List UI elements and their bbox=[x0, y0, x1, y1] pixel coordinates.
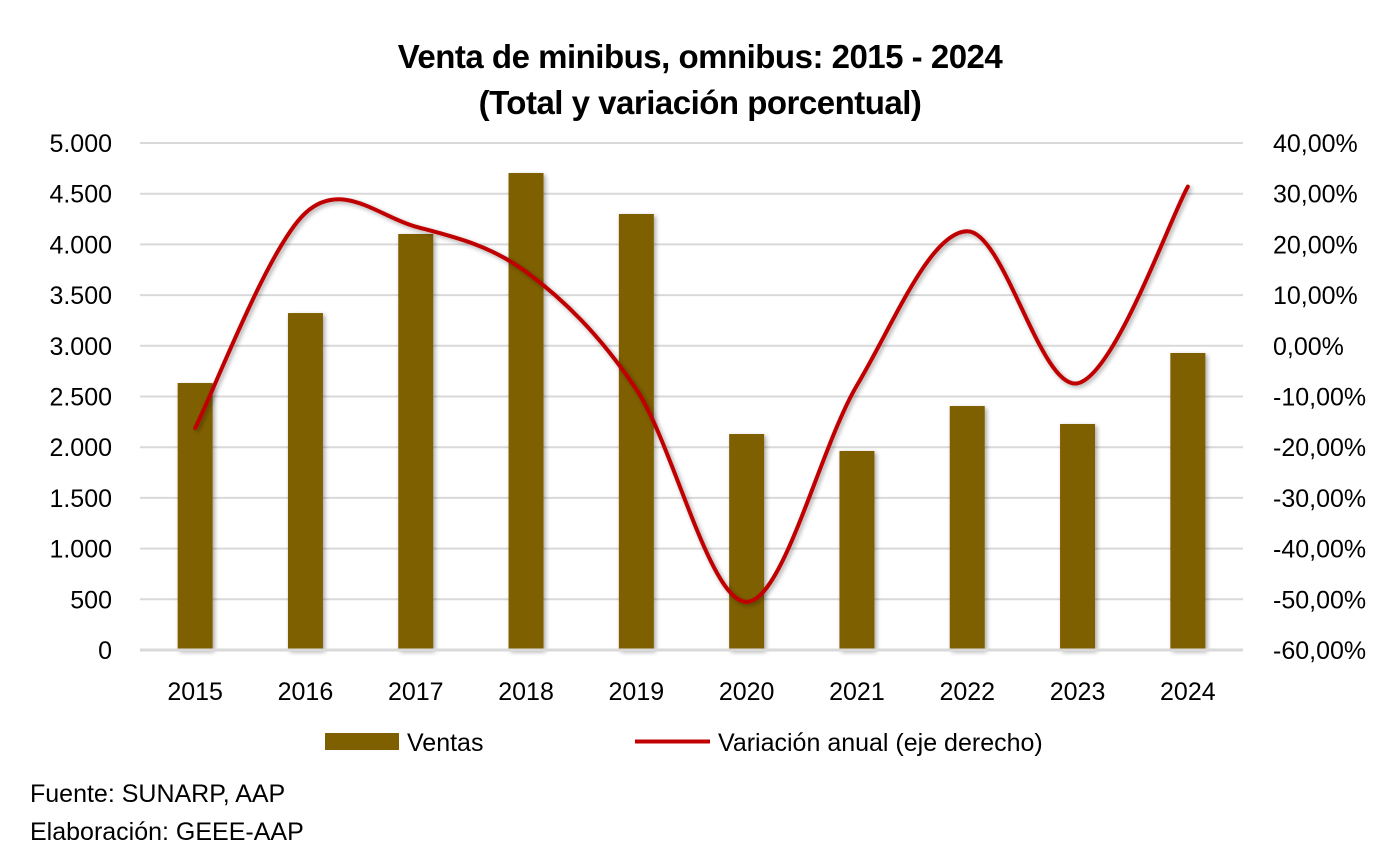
y-left-tick-label: 4.500 bbox=[49, 181, 112, 209]
x-axis: 2015 2016 2017 2018 2019 2020 2021 2022 2023 2024 bbox=[140, 648, 1243, 706]
x-tick-label: 2024 bbox=[1160, 678, 1216, 706]
bar-2016 bbox=[287, 313, 323, 650]
y-left-tick-label: 3.500 bbox=[49, 282, 112, 310]
y-left-tick-label: 3.000 bbox=[49, 333, 112, 361]
bar-series-ventas bbox=[177, 173, 1206, 651]
y-axis-left: 0 500 1.000 1.500 2.000 2.500 3.000 3.500 4.000 4… bbox=[49, 130, 112, 665]
y-right-tick-label: -10,00% bbox=[1273, 384, 1366, 412]
y-right-tick-label: -20,00% bbox=[1273, 434, 1366, 462]
bar-2024 bbox=[1170, 352, 1206, 650]
y-right-tick-label: 0,00% bbox=[1273, 333, 1344, 361]
y-axis-right: -60,00% -50,00% -40,00% -30,00% -20,00% -10,0… bbox=[1273, 130, 1366, 665]
source-note: Fuente: SUNARP, AAP bbox=[30, 780, 286, 808]
y-left-tick-label: 1.500 bbox=[49, 485, 112, 513]
y-left-tick-label: 0 bbox=[98, 637, 112, 665]
x-tick-label: 2015 bbox=[167, 678, 223, 706]
x-tick-label: 2021 bbox=[829, 678, 885, 706]
y-right-tick-label: 30,00% bbox=[1273, 181, 1358, 209]
y-left-tick-label: 2.000 bbox=[49, 434, 112, 462]
y-left-tick-label: 500 bbox=[70, 586, 112, 614]
legend-swatch-ventas bbox=[325, 733, 399, 750]
x-tick-label: 2019 bbox=[609, 678, 665, 706]
x-tick-label: 2018 bbox=[498, 678, 554, 706]
y-right-tick-label: -50,00% bbox=[1273, 586, 1366, 614]
legend-label-ventas: Ventas bbox=[407, 729, 483, 757]
legend: Ventas Variación anual (eje derecho) bbox=[325, 729, 1043, 757]
x-tick-label: 2016 bbox=[278, 678, 334, 706]
y-left-tick-label: 4.000 bbox=[49, 231, 112, 259]
gridlines bbox=[140, 142, 1243, 601]
bar-2015 bbox=[177, 383, 213, 650]
x-tick-label: 2022 bbox=[939, 678, 995, 706]
y-right-tick-label: -30,00% bbox=[1273, 485, 1366, 513]
chart-title: Venta de minibus, omnibus: 2015 - 2024 bbox=[397, 38, 1003, 75]
bar-2022 bbox=[949, 406, 985, 650]
y-right-tick-label: -60,00% bbox=[1273, 637, 1366, 665]
chart-subtitle: (Total y variación porcentual) bbox=[478, 84, 922, 121]
bar-2023 bbox=[1060, 423, 1096, 650]
variation-line bbox=[193, 184, 1190, 604]
bar-2019 bbox=[618, 213, 654, 651]
bar-2017 bbox=[398, 233, 434, 650]
legend-label-variacion: Variación anual (eje derecho) bbox=[718, 729, 1043, 757]
bar-2018 bbox=[508, 173, 544, 650]
y-right-tick-label: 20,00% bbox=[1273, 231, 1358, 259]
elaboration-note: Elaboración: GEEE-AAP bbox=[30, 818, 304, 846]
x-tick-label: 2020 bbox=[719, 678, 775, 706]
x-tick-label: 2023 bbox=[1050, 678, 1106, 706]
y-left-tick-label: 5.000 bbox=[49, 130, 112, 158]
x-tick-label: 2017 bbox=[388, 678, 444, 706]
bar-2020 bbox=[729, 434, 765, 650]
y-left-tick-label: 1.000 bbox=[49, 536, 112, 564]
bar-2021 bbox=[839, 450, 875, 650]
y-right-tick-label: 40,00% bbox=[1273, 130, 1358, 158]
y-right-tick-label: 10,00% bbox=[1273, 282, 1358, 310]
y-right-tick-label: -40,00% bbox=[1273, 536, 1366, 564]
line-series-variacion bbox=[193, 184, 1190, 604]
y-left-tick-label: 2.500 bbox=[49, 384, 112, 412]
